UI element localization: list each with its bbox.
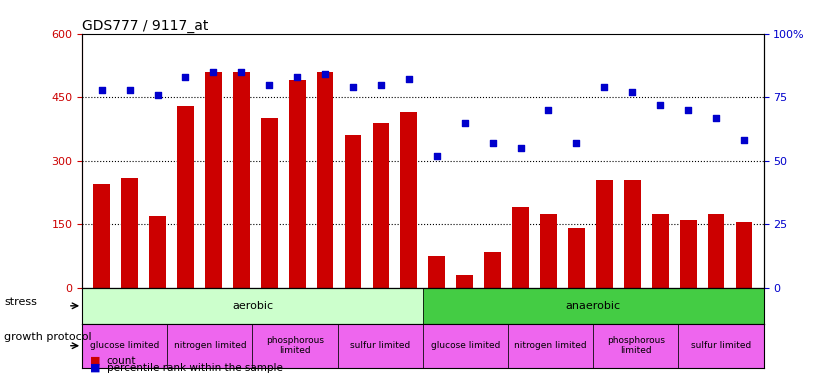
Text: phosphorous
limited: phosphorous limited [607, 336, 665, 356]
Bar [594, 324, 678, 368]
Text: nitrogen limited: nitrogen limited [173, 341, 246, 350]
Bar [82, 288, 423, 324]
Point [207, 69, 220, 75]
Text: count: count [107, 356, 136, 366]
Text: aerobic: aerobic [232, 301, 273, 311]
Bar [423, 288, 764, 324]
Bar [345, 135, 361, 288]
Bar [317, 72, 333, 288]
Bar [624, 180, 640, 288]
Point [514, 145, 527, 151]
Bar [233, 72, 250, 288]
Point [235, 69, 248, 75]
Text: glucose limited: glucose limited [90, 341, 159, 350]
Bar [736, 222, 752, 288]
Bar [508, 324, 594, 368]
Bar [429, 256, 445, 288]
Point [95, 87, 108, 93]
Point [486, 140, 499, 146]
Point [626, 89, 639, 95]
Bar [484, 252, 501, 288]
Bar [512, 207, 529, 288]
Point [598, 84, 611, 90]
Point [709, 114, 722, 120]
Bar [337, 324, 423, 368]
Bar [167, 324, 253, 368]
Bar [94, 184, 110, 288]
Bar [678, 324, 764, 368]
Point [737, 137, 750, 143]
Text: ■: ■ [90, 363, 101, 373]
Bar [540, 214, 557, 288]
Bar [568, 228, 585, 288]
Point [291, 74, 304, 80]
Bar [423, 324, 508, 368]
Text: GDS777 / 9117_at: GDS777 / 9117_at [82, 19, 209, 33]
Bar [205, 72, 222, 288]
Text: growth protocol: growth protocol [4, 333, 92, 342]
Bar [708, 214, 724, 288]
Bar [261, 118, 277, 288]
Text: stress: stress [4, 297, 37, 307]
Point [654, 102, 667, 108]
Text: percentile rank within the sample: percentile rank within the sample [107, 363, 282, 373]
Text: anaerobic: anaerobic [566, 301, 621, 311]
Bar [456, 275, 473, 288]
Point [542, 107, 555, 113]
Text: ■: ■ [90, 356, 101, 366]
Bar [596, 180, 612, 288]
Bar [289, 80, 305, 288]
Bar [652, 214, 668, 288]
Bar [253, 324, 337, 368]
Point [681, 107, 695, 113]
Point [346, 84, 360, 90]
Point [319, 71, 332, 77]
Text: glucose limited: glucose limited [431, 341, 500, 350]
Bar [401, 112, 417, 288]
Bar [373, 123, 389, 288]
Bar [122, 178, 138, 288]
Bar [82, 324, 167, 368]
Point [402, 76, 415, 82]
Point [570, 140, 583, 146]
Point [374, 81, 388, 87]
Point [458, 120, 471, 126]
Text: sulfur limited: sulfur limited [350, 341, 410, 350]
Point [151, 92, 164, 98]
Bar [680, 220, 696, 288]
Point [123, 87, 136, 93]
Bar [177, 106, 194, 288]
Text: phosphorous
limited: phosphorous limited [266, 336, 324, 356]
Bar [149, 216, 166, 288]
Point [263, 81, 276, 87]
Text: sulfur limited: sulfur limited [690, 341, 751, 350]
Point [430, 153, 443, 159]
Text: nitrogen limited: nitrogen limited [514, 341, 587, 350]
Point [179, 74, 192, 80]
